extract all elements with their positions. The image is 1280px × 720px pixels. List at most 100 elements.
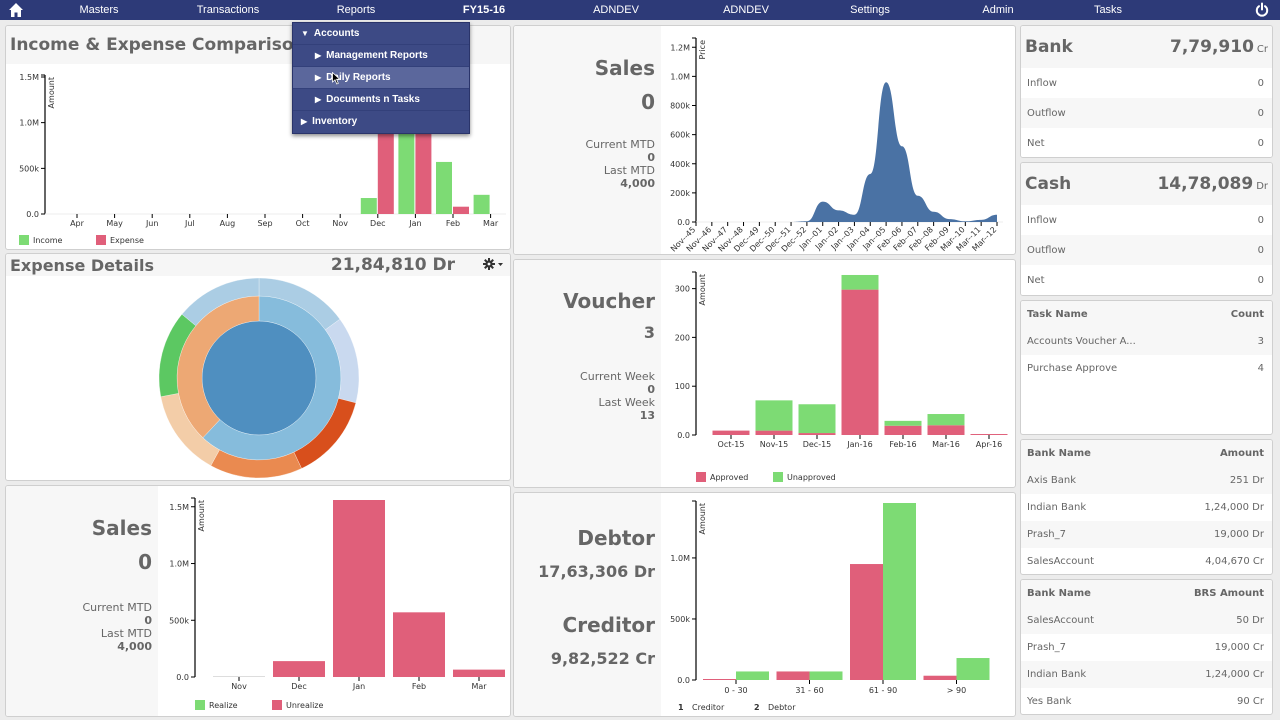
y-tick-label: 1.5M [169,503,189,512]
bar-approved [884,425,922,435]
y-axis-label: Amount [698,274,707,305]
menu-item-label: Documents n Tasks [326,94,420,105]
nav-reports[interactable]: Reports [336,4,376,16]
row-value: 0 [1257,107,1264,119]
power-icon[interactable] [1254,2,1270,18]
cell-amount: 4,04,670 Cr [1205,556,1264,567]
legend-label: Realize [209,701,238,710]
menu-item-label: Accounts [313,28,360,39]
y-tick-label: 500k [169,616,189,625]
bar-creditor [776,671,810,680]
legend-number: 2 [754,703,760,712]
cell-bank-name: Indian Bank [1027,502,1087,513]
table-row[interactable]: Indian Bank 1,24,000 Cr [1021,661,1272,688]
bank-rows: Inflow 0 Outflow 0 Net 0 [1021,68,1272,157]
bank-outflow-row: Outflow 0 [1021,98,1272,128]
last-week-label: Last Week [598,396,655,409]
menu-item-management-reports[interactable]: ▶ Management Reports [293,45,469,67]
caret-right-icon: ▶ [315,73,322,82]
y-tick-label: 0.0 [677,431,690,440]
bar-income [360,198,377,214]
table-row[interactable]: Prash_7 19,000 Cr [1021,634,1272,661]
nav-user[interactable]: ADNDEV [723,4,769,16]
x-tick-label: Jan [352,682,365,691]
cell-bank-name: SalesAccount [1027,556,1094,567]
table-row[interactable]: SalesAccount 4,04,670 Cr [1021,548,1272,574]
y-tick-label: 400k [670,160,690,169]
current-week-label: Current Week [580,370,655,383]
table-row[interactable]: Axis Bank 251 Dr [1021,467,1272,494]
nav-fiscal-year[interactable]: FY15-16 [462,4,506,16]
last-mtd-value: 4,000 [117,640,152,653]
menu-item-daily-reports[interactable]: ▶ Daily Reports [293,67,469,89]
cell-brs-amount: 50 Dr [1236,615,1264,626]
brs-table-panel: Bank Name BRS Amount SalesAccount 50 Dr Pr… [1020,579,1273,715]
y-tick-label: 0.0 [677,218,690,227]
y-axis-label: Amount [698,503,707,534]
cash-amount: 14,78,089 [1157,174,1254,194]
y-tick-label: 500k [19,164,39,173]
cell-bank-name: Prash_7 [1027,529,1067,540]
nav-transactions[interactable]: Transactions [196,4,260,16]
nav-tasks[interactable]: Tasks [1093,4,1123,16]
voucher-panel: Voucher 3 Current Week 0 Last Week 13 0.… [513,259,1016,488]
caret-down-icon: ▼ [301,29,309,38]
menu-item-documents-n-tasks[interactable]: ▶ Documents n Tasks [293,89,469,111]
table-header: Task Name Count [1021,301,1272,328]
legend-swatch [96,235,106,245]
voucher-stacked-chart: 0.0 100 200 300 Amount Oct-15 Nov-15 Dec-15 Jan-… [675,271,1008,482]
bar-income [473,194,490,214]
last-mtd-label: Last MTD [100,627,152,640]
table-row[interactable]: Prash_7 19,000 Dr [1021,521,1272,548]
row-label: Net [1027,274,1045,286]
bar-debtor [736,671,769,680]
menu-item-accounts[interactable]: ▼ Accounts [293,23,469,45]
table-row[interactable]: Accounts Voucher A... 3 [1021,328,1272,355]
column-header-amount: Amount [1219,448,1264,459]
nav-company[interactable]: ADNDEV [593,4,639,16]
home-icon[interactable] [8,2,24,18]
sales-value: 0 [641,90,655,114]
y-tick-label: 1.2M [670,43,690,52]
bar-unrealize [453,669,505,677]
y-tick-label: 0.0 [677,676,690,685]
table-row[interactable]: Indian Bank 1,24,000 Dr [1021,494,1272,521]
menu-item-inventory[interactable]: ▶ Inventory [293,111,469,133]
table-header: Bank Name BRS Amount [1021,580,1272,607]
sales-realize-chart: 0.0 500k 1.0M 1.5M Amount Nov Dec Jan Feb Mar Real… [169,497,505,710]
x-tick-label: Feb [446,219,460,228]
bar-approved [927,425,965,435]
row-label: Outflow [1027,244,1066,256]
gear-icon[interactable] [482,257,504,271]
row-value: 0 [1257,274,1264,286]
table-row[interactable]: Purchase Approve 4 [1021,355,1272,382]
cell-amount: 1,24,000 Dr [1204,502,1264,513]
bar-debtor [956,658,990,680]
cash-suffix: Dr [1256,181,1268,192]
bar-debtor [883,503,916,680]
bar-unrealize [393,612,445,677]
x-tick-label: 0 - 30 [724,686,747,695]
legend-swatch [272,700,282,710]
table-row[interactable]: SalesAccount 50 Dr [1021,607,1272,634]
current-week-value: 0 [647,383,655,396]
y-tick-label: 1.5M [19,73,39,82]
column-header-bank-name: Bank Name [1027,448,1091,459]
cash-inflow-row: Inflow 0 [1021,205,1272,235]
voucher-value: 3 [643,323,655,342]
nav-settings[interactable]: Settings [850,4,890,16]
legend-swatch [773,472,783,482]
x-tick-label: Jan [408,219,421,228]
x-tick-label: Nov-15 [760,440,788,449]
last-mtd-value: 4,000 [620,177,655,190]
nav-admin[interactable]: Admin [982,4,1014,16]
y-tick-label: 1.0M [169,560,189,569]
legend-label: Unapproved [787,473,836,482]
row-value: 0 [1257,214,1264,226]
panel-title: Income & Expense Comparison [10,35,306,55]
y-tick-label: 1.0M [670,72,690,81]
table-row[interactable]: Yes Bank 90 Cr [1021,688,1272,714]
cell-bank-name: Indian Bank [1027,669,1087,680]
nav-masters[interactable]: Masters [79,4,119,16]
current-mtd-label: Current MTD [82,601,153,614]
